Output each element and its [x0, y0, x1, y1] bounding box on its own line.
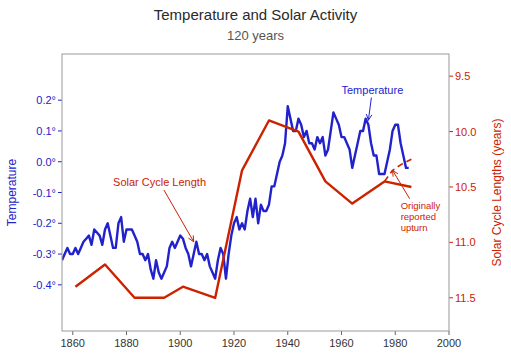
- y2-tick: [449, 186, 453, 187]
- y-tick-label: 0.1°: [36, 125, 56, 137]
- y2-axis-label: Solar Cycle Lengths (years): [490, 118, 504, 266]
- y-tick: [58, 192, 62, 193]
- x-tick: [126, 331, 127, 335]
- y-axis-label: Temperature: [5, 158, 19, 226]
- y-tick: [58, 130, 62, 131]
- x-tick-label: 1860: [61, 337, 85, 349]
- x-tick-label: 1940: [276, 337, 300, 349]
- x-tick-label: 1900: [168, 337, 192, 349]
- y-tick-label: -0.1°: [33, 187, 56, 199]
- y-tick-label: -0.4°: [33, 279, 56, 291]
- x-tick-label: 1880: [114, 337, 138, 349]
- annotations: Temperature Solar Cycle Length Originallyr…: [113, 84, 440, 242]
- series-line: [385, 159, 412, 181]
- y2-tick: [449, 242, 453, 243]
- y2-tick: [449, 76, 453, 77]
- annotation: Originallyreportedupturn: [401, 200, 441, 233]
- chart: Temperature and Solar Activity 120 years 1…: [0, 0, 511, 361]
- series-line: [75, 120, 411, 297]
- y-tick-label: -0.3°: [33, 248, 56, 260]
- y-tick: [58, 284, 62, 285]
- x-tick: [180, 331, 181, 335]
- annotation: Temperature: [342, 84, 404, 96]
- x-tick: [72, 331, 73, 335]
- x-tick-label: 1960: [329, 337, 353, 349]
- y-tick: [58, 254, 62, 255]
- x-axis: 1860 1880 1900 1920 1940 1960 1980 2000: [61, 331, 462, 349]
- plot-frame: [62, 54, 449, 331]
- annotation-arrow: [164, 190, 194, 241]
- annotation-arrow: [367, 98, 372, 120]
- annotation: Solar Cycle Length: [113, 176, 206, 188]
- y2-tick-label: 10.5: [455, 181, 476, 193]
- y2-tick-label: 10.0: [455, 126, 476, 138]
- x-tick: [287, 331, 288, 335]
- y-tick-label: -0.2°: [33, 217, 56, 229]
- x-tick: [234, 331, 235, 335]
- plot-area: [62, 54, 449, 331]
- y2-tick-label: 11.0: [455, 236, 476, 248]
- y-tick-label: 0.0°: [36, 156, 56, 168]
- x-tick-label: 2000: [437, 337, 461, 349]
- title: Temperature and Solar Activity: [154, 6, 358, 23]
- x-tick-label: 1980: [383, 337, 407, 349]
- x-tick: [395, 331, 396, 335]
- y2-axis: 9.5 10.0 10.5 11.0 11.5: [449, 70, 476, 304]
- y-tick: [58, 161, 62, 162]
- y-tick: [58, 100, 62, 101]
- y-tick: [58, 223, 62, 224]
- x-tick: [449, 331, 450, 335]
- y-axis: -0.4° -0.3° -0.2° -0.1° 0.0° 0.1° 0.2°: [33, 94, 62, 291]
- y2-tick-label: 9.5: [455, 70, 470, 82]
- subtitle: 120 years: [227, 28, 285, 43]
- x-tick: [341, 331, 342, 335]
- x-tick-label: 1920: [222, 337, 246, 349]
- y2-tick: [449, 131, 453, 132]
- y2-tick-label: 11.5: [455, 292, 476, 304]
- annotation-arrow: [393, 170, 410, 198]
- series-line: [62, 106, 409, 278]
- series-group: [62, 106, 411, 297]
- y-tick-label: 0.2°: [36, 94, 56, 106]
- y2-tick: [449, 297, 453, 298]
